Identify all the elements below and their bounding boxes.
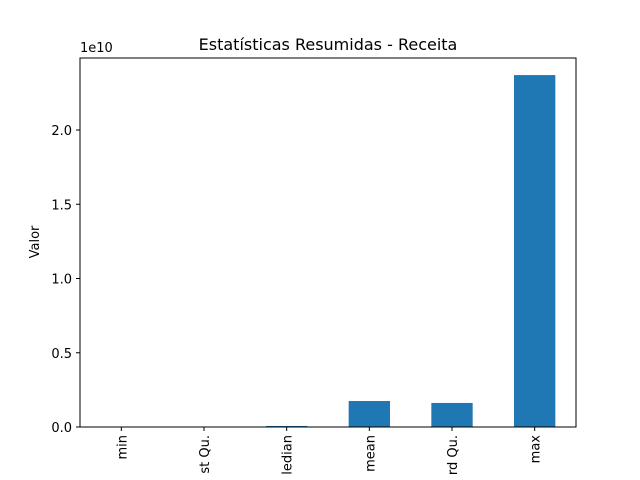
axes-frame — [79, 57, 577, 428]
bar — [348, 401, 390, 427]
x-tick-label: rd Qu. — [446, 435, 461, 475]
chart-title: Estatísticas Resumidas - Receita — [199, 35, 458, 54]
y-tick-label: 1.5 — [51, 198, 72, 213]
x-tick-label: mean — [363, 435, 378, 472]
x-tick-label: ledian — [281, 435, 296, 475]
bar — [266, 425, 308, 427]
y-axis-label: Valor — [28, 225, 43, 258]
y-tick-label: 0.0 — [51, 421, 72, 436]
x-tick-label: max — [529, 435, 544, 464]
y-tick-label: 0.5 — [51, 347, 72, 362]
y-offset: 1e10 — [80, 41, 113, 56]
bar — [514, 75, 556, 427]
x-tick-label: st Qu. — [198, 435, 213, 474]
bar — [431, 402, 473, 427]
plot-area — [100, 75, 556, 427]
x-tick-label: min — [115, 435, 130, 460]
y-tick-label: 1.0 — [51, 273, 72, 288]
y-tick-label: 2.0 — [51, 124, 72, 139]
